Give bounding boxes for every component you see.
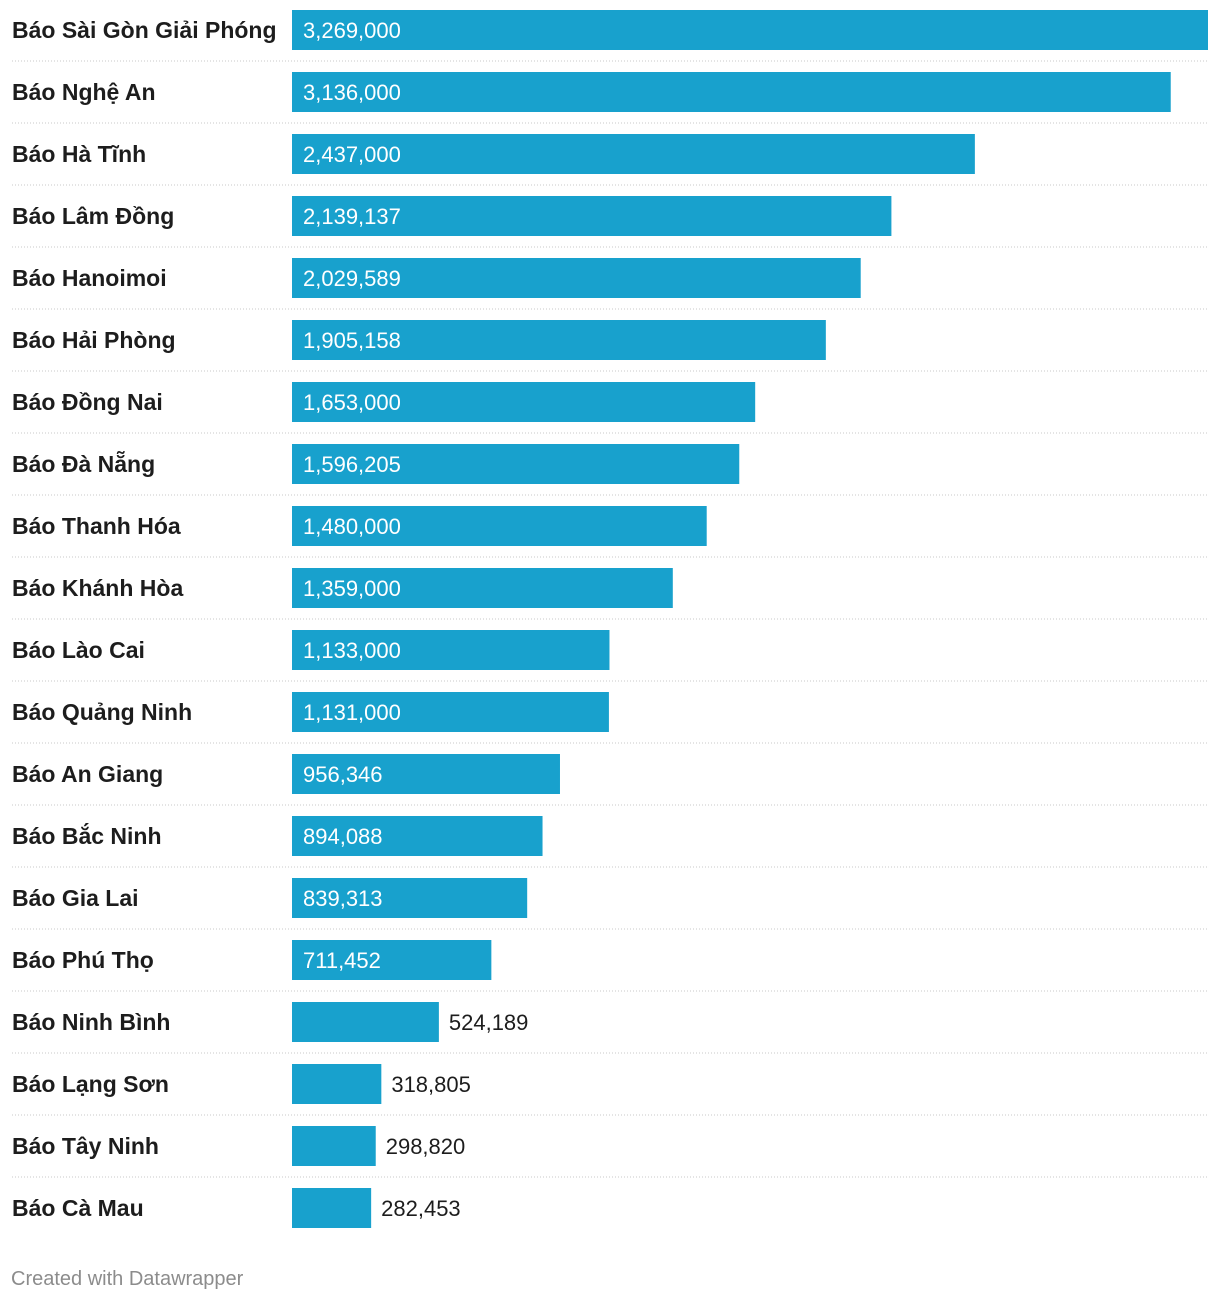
value-label: 1,480,000	[303, 514, 401, 539]
category-label: Báo Lạng Sơn	[12, 1071, 169, 1097]
bar	[292, 1188, 372, 1228]
category-label: Báo Hanoimoi	[12, 265, 167, 291]
category-label: Báo An Giang	[12, 761, 163, 787]
category-label: Báo Đà Nẵng	[12, 450, 155, 477]
bar	[292, 134, 975, 174]
bar-chart: Báo Sài Gòn Giải Phóng 3,269,000 Báo Nghệ …	[12, 10, 1208, 1228]
category-label: Báo Hải Phòng	[12, 327, 176, 353]
category-label: Báo Gia Lai	[12, 885, 139, 911]
value-label: 524,189	[449, 1010, 529, 1035]
bar	[292, 940, 492, 980]
category-label: Báo Cà Mau	[12, 1195, 144, 1221]
value-label: 1,596,205	[303, 452, 401, 477]
value-label: 318,805	[391, 1072, 471, 1097]
value-label: 1,133,000	[303, 638, 401, 663]
bar	[292, 196, 892, 236]
value-label: 1,653,000	[303, 390, 401, 415]
bar	[292, 630, 610, 670]
bar	[292, 1064, 382, 1104]
category-label: Báo Đồng Nai	[12, 389, 163, 415]
value-label: 1,131,000	[303, 700, 401, 725]
bar	[292, 382, 756, 422]
bar	[292, 320, 826, 360]
value-label: 894,088	[303, 824, 383, 849]
category-label: Báo Phú Thọ	[12, 947, 154, 973]
bar	[292, 258, 861, 298]
category-label: Báo Nghệ An	[12, 79, 156, 105]
category-label: Báo Lâm Đồng	[12, 203, 174, 229]
value-label: 298,820	[386, 1134, 466, 1159]
value-label: 2,437,000	[303, 142, 401, 167]
value-label: 282,453	[381, 1196, 461, 1221]
bar	[292, 444, 740, 484]
category-label: Báo Lào Cai	[12, 637, 145, 663]
category-label: Báo Hà Tĩnh	[12, 141, 146, 167]
value-label: 2,139,137	[303, 204, 401, 229]
category-label: Báo Ninh Bình	[12, 1009, 170, 1035]
value-label: 711,452	[303, 948, 381, 973]
datawrapper-credit: Created with Datawrapper	[11, 1268, 244, 1290]
value-label: 839,313	[303, 886, 383, 911]
value-label: 2,029,589	[303, 266, 401, 291]
bar	[292, 1002, 439, 1042]
bar	[292, 568, 673, 608]
category-label: Báo Quảng Ninh	[12, 699, 192, 725]
bar	[292, 692, 609, 732]
value-label: 3,136,000	[303, 80, 401, 105]
category-label: Báo Khánh Hòa	[12, 575, 183, 601]
value-label: 1,359,000	[303, 576, 401, 601]
category-label: Báo Thanh Hóa	[12, 513, 181, 539]
value-label: 3,269,000	[303, 18, 401, 43]
category-label: Báo Bắc Ninh	[12, 822, 162, 849]
bar	[292, 754, 560, 794]
bar	[292, 816, 543, 856]
bar	[292, 506, 707, 546]
value-label: 956,346	[303, 762, 383, 787]
category-label: Báo Sài Gòn Giải Phóng	[12, 17, 277, 43]
value-label: 1,905,158	[303, 328, 401, 353]
bar	[292, 1126, 376, 1166]
bar	[292, 10, 1208, 50]
bar	[292, 72, 1171, 112]
category-label: Báo Tây Ninh	[12, 1133, 159, 1159]
bar	[292, 878, 528, 918]
